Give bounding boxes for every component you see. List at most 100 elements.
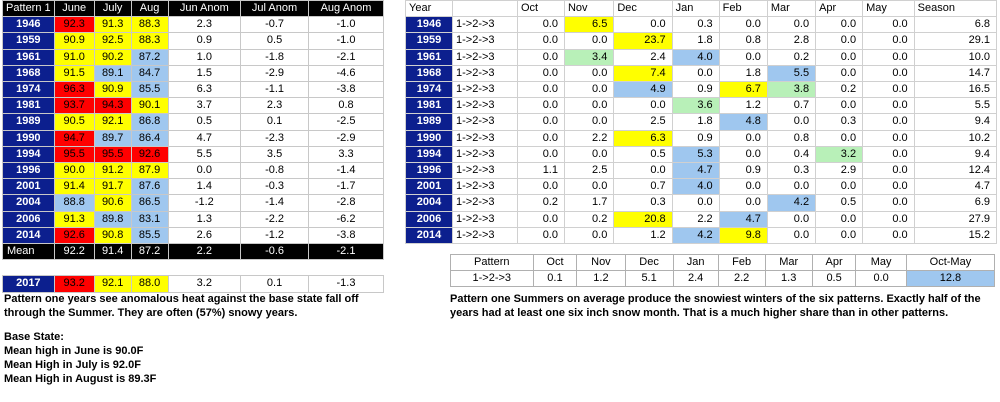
spacer-cell — [168, 260, 241, 276]
nov-snow-cell: 1.7 — [563, 194, 615, 212]
year-cell: 1996 — [2, 162, 55, 180]
june-cell: 92.3 — [53, 16, 95, 34]
mar-snow-cell: 5.5 — [766, 64, 817, 83]
season-snow-cell: 14.7 — [913, 64, 998, 83]
season-snow-cell: 29.1 — [913, 32, 998, 50]
may-snow-cell: 0.0 — [862, 178, 915, 196]
header-may: May — [862, 0, 915, 18]
mean-label: Mean — [2, 243, 55, 261]
mean-june: 92.2 — [53, 243, 95, 261]
summer-row: 2006 91.3 89.8 83.1 1.3 -2.2 -6.2 — [2, 210, 385, 228]
june-cell: 90.0 — [53, 162, 95, 180]
july-cell: 95.5 — [93, 145, 132, 164]
dec-snow-cell: 7.4 — [613, 64, 673, 83]
season-snow-cell: 12.4 — [913, 162, 998, 180]
summer-row: 1959 90.9 92.5 88.3 0.9 0.5 -1.0 — [2, 32, 385, 50]
snowfall-table-header: Year Oct Nov Dec Jan Feb Mar Apr May Sea… — [405, 0, 998, 18]
may-snow-cell: 0.0 — [862, 226, 915, 245]
aug-cell: 87.2 — [130, 48, 169, 66]
dec-snow-cell: 0.0 — [613, 97, 673, 115]
aug-anom-cell: -1.4 — [307, 162, 385, 180]
may-snow-cell: 0.0 — [862, 129, 915, 147]
jan-snow-cell: 1.8 — [671, 113, 720, 131]
summer-row: 1994 95.5 95.5 92.6 5.5 3.5 3.3 — [2, 145, 385, 164]
nov-snow-cell: 6.5 — [563, 16, 615, 34]
aug-anom-cell: -2.9 — [307, 129, 385, 147]
aug-cell: 92.6 — [130, 145, 169, 164]
year-cell: 2006 — [2, 210, 55, 228]
june-cell: 95.5 — [53, 145, 95, 164]
nov-snow-cell: 0.2 — [563, 210, 615, 228]
spacer-cell — [54, 260, 94, 276]
jul-anom-cell: -0.8 — [240, 162, 309, 180]
avg-nov: 1.2 — [576, 270, 626, 287]
summer-row: 1989 90.5 92.1 86.8 0.5 0.1 -2.5 — [2, 113, 385, 131]
season-snow-cell: 6.8 — [913, 16, 998, 34]
mar-snow-cell: 0.8 — [766, 129, 817, 147]
jul-anom-cell: -0.7 — [240, 16, 309, 34]
aug-cell: 84.7 — [130, 64, 169, 83]
snowfall-row: 2006 1->2->3 0.0 0.2 20.8 2.2 4.7 0.0 0.0 0.0 27.9 — [405, 210, 998, 228]
snowfall-table: Year Oct Nov Dec Jan Feb Mar Apr May Sea… — [405, 0, 998, 245]
june-cell: 94.7 — [53, 129, 95, 147]
jul-anom-cell: -2.2 — [240, 210, 309, 228]
oct-snow-cell: 0.2 — [517, 194, 565, 212]
july-cell: 92.5 — [93, 32, 132, 50]
base-state-august: Mean High in August is 89.3F — [4, 373, 157, 385]
base-state-june: Mean high in June is 90.0F — [4, 345, 144, 357]
dec-snow-cell: 20.8 — [613, 210, 673, 228]
aug-anom-cell: -3.8 — [307, 226, 385, 245]
apr-snow-cell: 0.0 — [815, 97, 864, 115]
oct-snow-cell: 0.0 — [517, 210, 565, 228]
summer-temperature-table: Pattern 1 June July Aug Jun Anom Jul Ano… — [2, 0, 385, 293]
snowfall-row: 1996 1->2->3 1.1 2.5 0.0 4.7 0.9 0.3 2.9 0.0 12.4 — [405, 162, 998, 180]
season-snow-cell: 5.5 — [913, 97, 998, 115]
avg-header-dec: Dec — [624, 254, 674, 271]
year-cell: 2001 — [2, 178, 55, 196]
feb-snow-cell: 0.0 — [718, 194, 768, 212]
header-jul-anom: Jul Anom — [240, 0, 309, 18]
jul-anom-cell: 0.1 — [240, 275, 309, 293]
mar-snow-cell: 0.0 — [766, 16, 817, 34]
feb-snow-cell: 0.0 — [718, 48, 768, 66]
nov-snow-cell: 0.0 — [563, 97, 615, 115]
dec-snow-cell: 6.3 — [613, 129, 673, 147]
aug-cell: 88.0 — [130, 275, 169, 293]
header-nov: Nov — [563, 0, 615, 18]
apr-snow-cell: 2.9 — [815, 162, 864, 180]
year-cell: 1946 — [2, 16, 55, 34]
apr-snow-cell: 0.0 — [815, 210, 864, 228]
jul-anom-cell: -1.1 — [240, 81, 309, 99]
oct-snow-cell: 0.0 — [517, 145, 565, 164]
aug-anom-cell: -6.2 — [307, 210, 385, 228]
year-cell: 1968 — [405, 64, 453, 83]
jul-anom-cell: 2.3 — [240, 97, 309, 115]
oct-snow-cell: 0.0 — [517, 129, 565, 147]
feb-snow-cell: 0.0 — [718, 16, 768, 34]
mar-snow-cell: 3.8 — [766, 81, 817, 99]
summer-row: 1981 93.7 94.3 90.1 3.7 2.3 0.8 — [2, 97, 385, 115]
jul-anom-cell: -1.8 — [240, 48, 309, 66]
header-mar: Mar — [766, 0, 817, 18]
season-snow-cell: 9.4 — [913, 145, 998, 164]
year-cell: 1959 — [405, 32, 453, 50]
year-cell: 2006 — [405, 210, 453, 228]
july-cell: 89.7 — [93, 129, 132, 147]
year-cell: 1961 — [2, 48, 55, 66]
jun-anom-cell: 1.0 — [167, 48, 242, 66]
summer-table-header: Pattern 1 June July Aug Jun Anom Jul Ano… — [2, 0, 385, 18]
snowfall-row: 1961 1->2->3 0.0 3.4 2.4 4.0 0.0 0.2 0.0 0.0 10.0 — [405, 48, 998, 66]
july-cell: 94.3 — [93, 97, 132, 115]
avg-apr: 0.5 — [811, 270, 857, 287]
avg-pattern: 1->2->3 — [450, 270, 534, 287]
year-cell: 2017 — [2, 275, 55, 293]
june-cell: 90.9 — [53, 32, 95, 50]
jul-anom-cell: 0.1 — [240, 113, 309, 131]
jan-snow-cell: 0.3 — [671, 16, 720, 34]
jun-anom-cell: 3.2 — [167, 275, 242, 293]
mar-snow-cell: 0.7 — [766, 97, 817, 115]
snowfall-row: 2004 1->2->3 0.2 1.7 0.3 0.0 0.0 4.2 0.5 0.0 6.9 — [405, 194, 998, 212]
jul-anom-cell: -2.3 — [240, 129, 309, 147]
year-cell: 1989 — [2, 113, 55, 131]
apr-snow-cell: 0.0 — [815, 178, 864, 196]
